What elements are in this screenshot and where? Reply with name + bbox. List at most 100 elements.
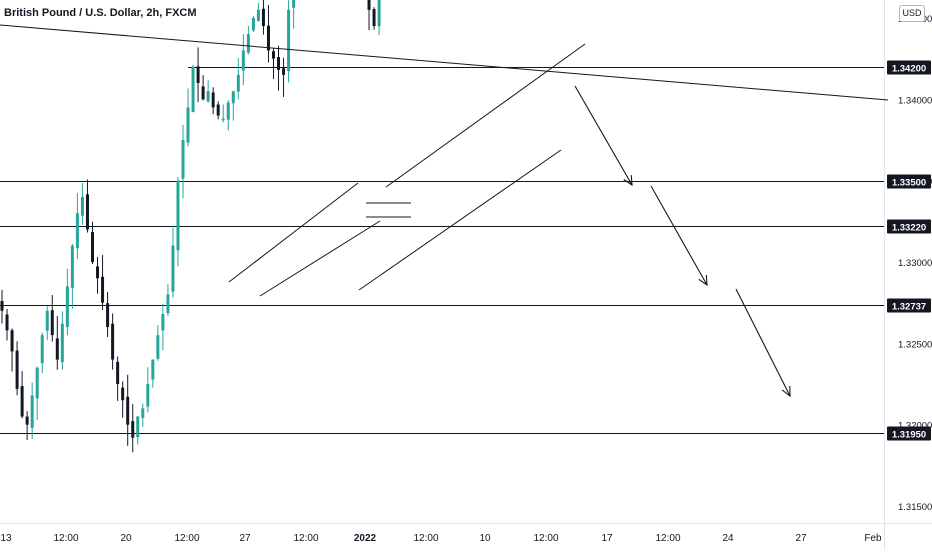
candle-body — [25, 416, 29, 425]
level-label-bg — [887, 426, 931, 441]
level-label: 1.34200 — [892, 64, 926, 75]
candle-body — [40, 335, 44, 364]
channel-line — [259, 220, 381, 297]
candle-body — [206, 91, 210, 102]
candle-body — [20, 386, 24, 417]
price-tick-label: 1.32500 — [898, 339, 932, 350]
trend-line — [0, 24, 889, 101]
level-label-bg — [887, 219, 931, 234]
candle-body — [55, 338, 59, 360]
price-tick-label: 1.31500 — [898, 502, 932, 513]
candle-body — [176, 180, 180, 251]
time-tick-label: 27 — [239, 533, 251, 544]
level-label: 1.33220 — [892, 223, 926, 234]
time-tick-label: Feb — [864, 533, 882, 544]
candle-body — [60, 323, 64, 363]
candle-body — [126, 396, 130, 425]
candle-body — [0, 300, 4, 311]
price-tick-label: 1.33000 — [898, 258, 932, 269]
time-tick-label: 10 — [479, 533, 491, 544]
currency-button[interactable]: USD — [899, 5, 925, 22]
projection-arrow — [735, 288, 791, 397]
level-label: 1.33500 — [892, 178, 926, 189]
candle-body — [10, 330, 14, 352]
candle-body — [131, 421, 135, 438]
level-label-bg — [887, 298, 931, 313]
candle-body — [221, 118, 225, 121]
channel-line — [358, 149, 562, 291]
time-tick-label: 12:00 — [293, 533, 318, 544]
candle-body — [96, 266, 100, 279]
projection-arrow-head — [698, 274, 708, 287]
price-tick-label: 1.34000 — [898, 95, 932, 106]
candle-body — [111, 323, 115, 360]
candle-body — [171, 245, 175, 292]
candle-body — [116, 361, 120, 384]
candle-body — [136, 416, 140, 438]
candle-body — [216, 104, 220, 116]
candle-body — [211, 92, 215, 108]
symbol-title[interactable]: British Pound / U.S. Dollar, 2h, FXCM — [4, 7, 197, 19]
projection-arrow-head — [781, 385, 791, 398]
candle-body — [161, 314, 165, 331]
candle-body — [292, 0, 296, 8]
time-tick-label: 12:00 — [533, 533, 558, 544]
time-tick-label: 13 — [0, 533, 12, 544]
candle-body — [101, 276, 105, 303]
time-tick-label: 12:00 — [413, 533, 438, 544]
candle-body — [246, 34, 250, 53]
level-label-bg — [887, 60, 931, 75]
price-tick-label: 1.32000 — [898, 421, 932, 432]
candle-body — [266, 25, 270, 51]
projection-arrow — [574, 85, 633, 186]
time-tick-label: 12:00 — [655, 533, 680, 544]
candle-body — [191, 66, 195, 112]
projection-arrow-head — [623, 174, 633, 187]
time-tick-label: 12:00 — [174, 533, 199, 544]
time-tick-label: 17 — [601, 533, 613, 544]
candle-body — [121, 387, 125, 401]
candle-body — [106, 303, 110, 328]
candle-body — [50, 310, 54, 336]
candle-body — [166, 294, 170, 314]
candle-body — [70, 245, 74, 288]
level-label: 1.31950 — [892, 430, 926, 441]
candle-body — [141, 408, 145, 418]
time-tick-label: 2022 — [354, 533, 377, 544]
time-tick-label: 24 — [722, 533, 734, 544]
candle-body — [30, 395, 34, 428]
candle-body — [287, 9, 291, 72]
candle-body — [261, 8, 265, 27]
candle-body — [277, 56, 281, 70]
candle-body — [251, 17, 255, 31]
candle-body — [146, 383, 150, 407]
candle-body — [241, 50, 245, 71]
candle-body — [282, 68, 286, 75]
candle-body — [80, 196, 84, 216]
candle-body — [65, 286, 69, 328]
time-tick-label: 27 — [795, 533, 807, 544]
candle-body — [372, 9, 376, 27]
candle-body — [75, 213, 79, 249]
candle-body — [5, 314, 9, 331]
candle-body — [181, 139, 185, 179]
time-tick-label: 20 — [120, 533, 132, 544]
candle-body — [231, 91, 235, 104]
candle-body — [377, 0, 381, 27]
candle-body — [226, 102, 230, 120]
level-label-bg — [887, 174, 931, 189]
candle-body — [236, 74, 240, 92]
candle-body — [156, 335, 160, 359]
projection-arrow — [650, 185, 708, 286]
candle-body — [15, 350, 19, 389]
candle-body — [35, 367, 39, 399]
candle-body — [201, 86, 205, 100]
candle-body — [91, 232, 94, 262]
candle-body — [45, 310, 49, 331]
level-label: 1.32737 — [892, 302, 926, 313]
candle-body — [256, 9, 260, 21]
candle-body — [85, 194, 89, 230]
candle-body — [367, 0, 371, 10]
